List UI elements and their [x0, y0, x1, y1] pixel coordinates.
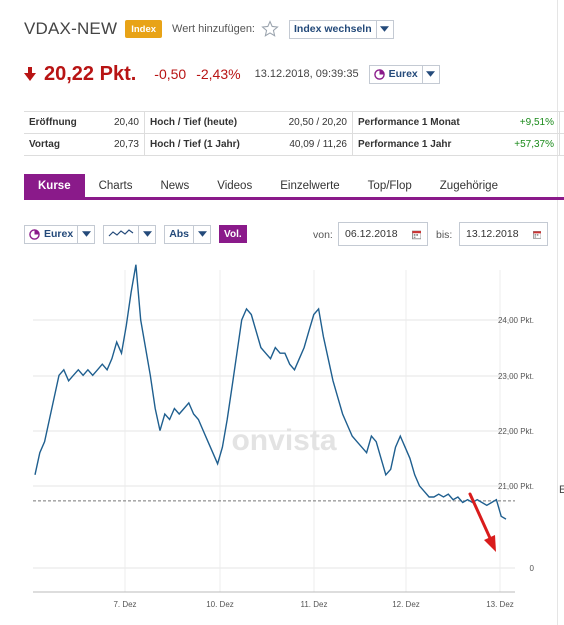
to-date-field[interactable]: 13.12.2018 — [459, 222, 548, 246]
tab-videos[interactable]: Videos — [217, 179, 253, 192]
stat-value: 20,73 — [113, 139, 139, 150]
x-tick-label: 12. Dez — [392, 600, 420, 609]
side-panel-letter: E — [559, 484, 564, 496]
tab-kurse[interactable]: Kurse — [24, 174, 85, 197]
table-row: Eröffnung 20,40 Hoch / Tief (heute) 20,50 … — [24, 112, 564, 134]
quote-row: 20,22 Pkt. -0,50 -2,43% 13.12.2018, 09:3… — [24, 60, 440, 88]
to-date-value: 13.12.2018 — [466, 228, 519, 240]
stat-value: 20,40 — [113, 117, 139, 128]
from-date-field[interactable]: 06.12.2018 — [338, 222, 428, 246]
instrument-header: VDAX-NEW Index Wert hinzufügen: Index we… — [24, 17, 394, 41]
x-axis-labels: 7. Dez 10. Dez 11. Dez 12. Dez 13. Dez — [113, 600, 513, 609]
tab-news[interactable]: News — [160, 179, 190, 192]
chart-controls: Eurex Abs Vol. — [24, 224, 247, 244]
quote-timestamp: 13.12.2018, 09:39:35 — [254, 68, 359, 80]
stat-value: +57,37% — [514, 139, 554, 150]
key-figures-table: Eröffnung 20,40 Hoch / Tief (heute) 20,50 … — [24, 111, 564, 156]
chevron-down-icon — [138, 225, 155, 243]
add-to-watchlist-label: Wert hinzufügen: — [172, 23, 255, 35]
red-arrow-annotation — [468, 492, 496, 552]
section-tabs: Kurse Charts News Videos Einzelwerte Top… — [24, 174, 564, 200]
last-price: 20,22 Pkt. — [44, 62, 137, 85]
arrow-down-icon — [24, 67, 36, 81]
y-tick-label: 22,00 Pkt. — [498, 427, 534, 436]
stat-label: Hoch / Tief (1 Jahr) — [150, 139, 240, 150]
y-tick-label: 21,00 Pkt. — [498, 482, 534, 491]
side-panel-edge — [557, 0, 564, 625]
y-tick-label: 23,00 Pkt. — [498, 372, 534, 381]
to-label: bis: — [436, 229, 453, 241]
chevron-down-icon — [77, 225, 94, 243]
exchange-select[interactable]: Eurex — [368, 64, 440, 84]
chevron-down-icon — [375, 20, 393, 38]
stat-label: Performance 1 Jahr — [358, 139, 452, 150]
percent-change: -2,43% — [196, 66, 241, 82]
tab-zugehoerige[interactable]: Zugehörige — [439, 179, 498, 192]
stat-label: Vortag — [29, 139, 60, 150]
absolute-change: -0,50 — [154, 66, 187, 82]
scale-select[interactable]: Abs — [164, 224, 212, 244]
chart-watermark: onvista — [231, 424, 336, 457]
x-tick-label: 11. Dez — [301, 600, 328, 609]
from-date-value: 06.12.2018 — [345, 228, 398, 240]
stat-label: Performance 1 Monat — [358, 117, 460, 128]
y-tick-label: 0 — [530, 564, 535, 573]
star-icon[interactable] — [261, 20, 279, 38]
price-line — [34, 264, 507, 520]
chart-grid — [33, 270, 515, 593]
index-switch-select[interactable]: Index wechseln — [289, 19, 394, 39]
exchange-icon — [373, 68, 385, 80]
instrument-title: VDAX-NEW — [24, 19, 118, 38]
stat-label: Hoch / Tief (heute) — [150, 117, 238, 128]
volume-toggle[interactable]: Vol. — [219, 225, 247, 243]
x-tick-label: 7. Dez — [113, 600, 136, 609]
y-axis-labels: 24,00 Pkt. 23,00 Pkt. 22,00 Pkt. 21,00 Pkt.… — [498, 316, 535, 573]
tab-top-flop[interactable]: Top/Flop — [367, 179, 412, 192]
stat-value: 40,09 / 11,26 — [289, 139, 347, 150]
stat-value: 20,50 / 20,20 — [288, 117, 347, 128]
stat-value: +9,51% — [519, 117, 554, 128]
chart-type-select[interactable] — [103, 224, 157, 244]
table-row: Vortag 20,73 Hoch / Tief (1 Jahr) 40,09 / … — [24, 134, 564, 156]
x-tick-label: 13. Dez — [486, 600, 514, 609]
chart-exchange-select[interactable]: Eurex — [24, 224, 96, 244]
stat-label: Eröffnung — [29, 117, 77, 128]
chevron-down-icon — [421, 65, 439, 83]
type-badge: Index — [125, 20, 163, 38]
from-label: von: — [313, 229, 333, 241]
exchange-icon — [29, 228, 40, 240]
x-tick-label: 10. Dez — [206, 600, 234, 609]
calendar-icon[interactable] — [532, 229, 541, 240]
y-tick-label: 24,00 Pkt. — [498, 316, 534, 325]
tab-einzelwerte[interactable]: Einzelwerte — [280, 179, 340, 192]
price-chart[interactable]: onvista 24,00 Pkt. 23,00 Pkt. 22,00 Pkt. 21… — [0, 252, 564, 625]
calendar-icon[interactable] — [411, 229, 421, 240]
line-chart-icon — [108, 228, 134, 236]
tab-charts[interactable]: Charts — [98, 179, 133, 192]
chevron-down-icon — [193, 225, 210, 243]
